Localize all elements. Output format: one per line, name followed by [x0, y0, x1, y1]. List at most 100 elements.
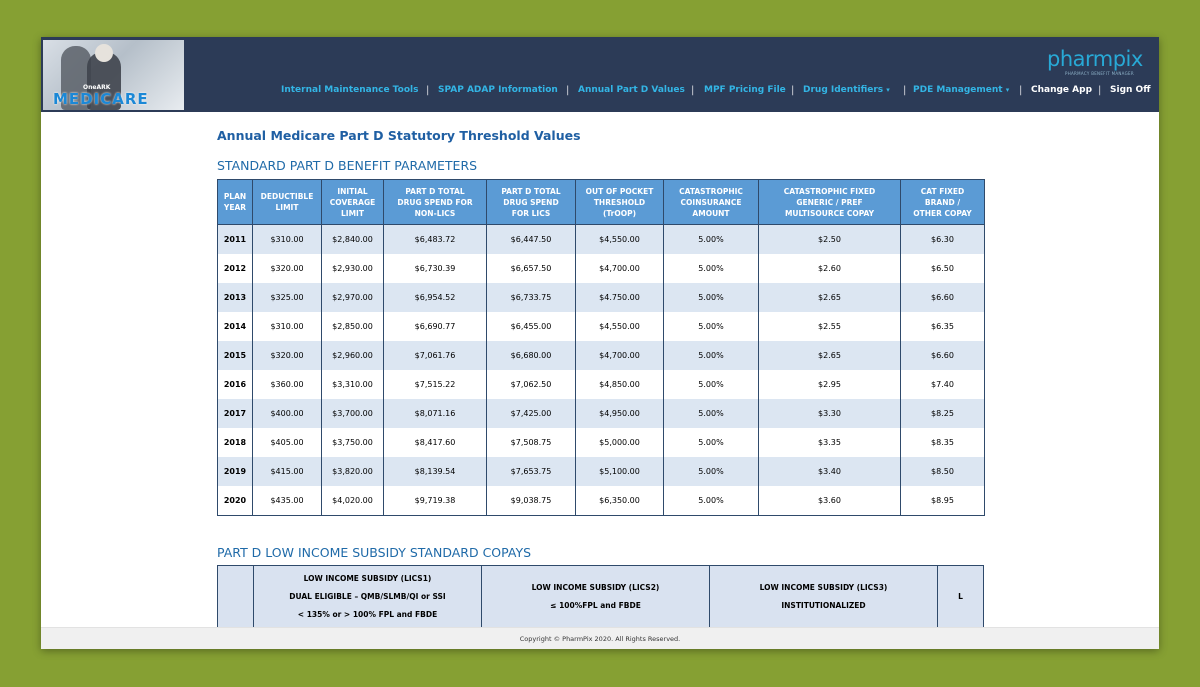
- column-header-line: CATASTROPHIC: [679, 186, 743, 196]
- table-cell: $8,139.54: [383, 457, 487, 486]
- table-cell: $7,508.75: [486, 428, 576, 457]
- table-cell: 5.00%: [663, 312, 759, 341]
- column-header: CATASTROPHIC FIXED GENERIC / PREF MULTISOU…: [758, 179, 901, 225]
- table-cell: $4,020.00: [321, 486, 384, 516]
- table-cell: $6.60: [900, 341, 985, 370]
- table-cell: $5,100.00: [575, 457, 664, 486]
- column-header-line: CAT FIXED: [920, 186, 965, 196]
- table-cell: 5.00%: [663, 370, 759, 399]
- section-title-lics-copays: PART D LOW INCOME SUBSIDY STANDARD COPAY…: [217, 545, 532, 560]
- nav-separator: |: [566, 85, 570, 96]
- column-header-line: PART D TOTAL: [405, 186, 465, 196]
- logo-small-text: OneARK: [83, 84, 111, 91]
- nav-mpf-pricing-file[interactable]: MPF Pricing File: [704, 85, 786, 95]
- chevron-down-icon: ▾: [1005, 86, 1010, 94]
- nav-pde-management-dropdown[interactable]: PDE Management ▾: [913, 85, 1009, 95]
- table-body: 2011 $310.00 $2,840.00 $6,483.72 $6,447.50 $4…: [217, 224, 985, 516]
- column-header: DEDUCTIBLE LIMIT: [252, 179, 322, 225]
- column-header: PART D TOTAL DRUG SPEND FOR LICS: [486, 179, 576, 225]
- column-header-line: MULTISOURCE COPAY: [784, 208, 875, 218]
- table-cell: 5.00%: [663, 457, 759, 486]
- table-cell: $8.95: [900, 486, 985, 516]
- table-cell: $6,483.72: [383, 224, 487, 254]
- table-cell: $6,447.50: [486, 224, 576, 254]
- column-header-line: AMOUNT: [692, 208, 730, 218]
- change-app-link[interactable]: Change App: [1031, 85, 1093, 95]
- table-cell: $6.30: [900, 224, 985, 254]
- table-cell: $6,730.39: [383, 254, 487, 283]
- table-cell: $2,850.00: [321, 312, 384, 341]
- column-header-line: NON-LICS: [414, 208, 456, 218]
- table-cell: $4,850.00: [575, 370, 664, 399]
- nav-internal-maintenance-tools[interactable]: Internal Maintenance Tools: [281, 85, 419, 95]
- table-cell: $7.40: [900, 370, 985, 399]
- column-header-line: THRESHOLD: [593, 197, 646, 207]
- plan-year-cell: 2018: [217, 428, 253, 457]
- column-header-line: BRAND /: [924, 197, 961, 207]
- page-title: Annual Medicare Part D Statutory Thresho…: [217, 128, 581, 143]
- brand-name: pharmpix: [1047, 47, 1143, 71]
- table-row: 2013 $325.00 $2,970.00 $6,954.52 $6,733.75 $4…: [217, 283, 985, 312]
- table-cell: $7,515.22: [383, 370, 487, 399]
- column-header: INITIAL COVERAGE LIMIT: [321, 179, 384, 225]
- table-cell: 5.00%: [663, 224, 759, 254]
- table-cell: $3.35: [758, 428, 901, 457]
- nav-spap-adap-information[interactable]: SPAP ADAP Information: [438, 85, 558, 95]
- medicare-logo[interactable]: OneARK MEDICARE: [43, 40, 184, 110]
- sign-off-link[interactable]: Sign Off: [1110, 85, 1151, 95]
- table-cell: $400.00: [252, 399, 322, 428]
- table-cell: 5.00%: [663, 399, 759, 428]
- table-cell: $6,733.75: [486, 283, 576, 312]
- table-cell: $5,000.00: [575, 428, 664, 457]
- table-cell: $2.60: [758, 254, 901, 283]
- table-cell: 5.00%: [663, 428, 759, 457]
- lics-column-header: LOW INCOME SUBSIDY (LICS1) DUAL ELIGIBLE …: [253, 565, 482, 627]
- column-header: PLAN YEAR: [217, 179, 253, 225]
- table-row: 2017 $400.00 $3,700.00 $8,071.16 $7,425.00 $4…: [217, 399, 985, 428]
- table-cell: $3.30: [758, 399, 901, 428]
- plan-year-cell: 2013: [217, 283, 253, 312]
- logo-figure-head: [95, 44, 113, 62]
- table-cell: $6,690.77: [383, 312, 487, 341]
- table-row: 2020 $435.00 $4,020.00 $9,719.38 $9,038.75 $6…: [217, 486, 985, 516]
- table-cell: $4,550.00: [575, 312, 664, 341]
- table-cell: $415.00: [252, 457, 322, 486]
- top-header: OneARK MEDICARE pharmpix PHARMACY BENEFI…: [41, 37, 1159, 112]
- table-cell: $3.60: [758, 486, 901, 516]
- table-row: 2019 $415.00 $3,820.00 $8,139.54 $7,653.75 $5…: [217, 457, 985, 486]
- table-cell: 5.00%: [663, 341, 759, 370]
- nav-annual-part-d-values[interactable]: Annual Part D Values: [578, 85, 685, 95]
- plan-year-cell: 2020: [217, 486, 253, 516]
- plan-year-cell: 2011: [217, 224, 253, 254]
- table-cell: $2,970.00: [321, 283, 384, 312]
- table-cell: $6.60: [900, 283, 985, 312]
- table-cell: $8,417.60: [383, 428, 487, 457]
- nav-drug-identifiers-dropdown[interactable]: Drug Identifiers ▾: [803, 85, 890, 95]
- column-header-line: FOR LICS: [511, 208, 551, 218]
- plan-year-cell: 2012: [217, 254, 253, 283]
- column-header-line: INITIAL: [337, 186, 368, 196]
- column-header-line: LOW INCOME SUBSIDY (LICS3): [759, 583, 888, 592]
- column-header-line: L: [958, 592, 963, 601]
- footer-copyright: Copyright © PharmPix 2020. All Rights Re…: [41, 627, 1159, 649]
- table-cell: $320.00: [252, 254, 322, 283]
- table-row: 2015 $320.00 $2,960.00 $7,061.76 $6,680.00 $4…: [217, 341, 985, 370]
- main-nav: Internal Maintenance Tools | SPAP ADAP I…: [41, 85, 1159, 99]
- table-cell: $6,657.50: [486, 254, 576, 283]
- table-cell: $3.40: [758, 457, 901, 486]
- column-header-line: DRUG SPEND FOR: [397, 197, 473, 207]
- table-cell: $6,680.00: [486, 341, 576, 370]
- table-cell: 5.00%: [663, 283, 759, 312]
- column-header-line: ≤ 100%FPL and FBDE: [550, 601, 641, 610]
- table-cell: $4,550.00: [575, 224, 664, 254]
- table-cell: $2.50: [758, 224, 901, 254]
- column-header-line: < 135% or > 100% FPL and FBDE: [297, 610, 438, 619]
- table-cell: $6.35: [900, 312, 985, 341]
- table-cell: $6,350.00: [575, 486, 664, 516]
- table-cell: $8.50: [900, 457, 985, 486]
- nav-drug-identifiers-label: Drug Identifiers: [803, 85, 884, 95]
- table-cell: $2,960.00: [321, 341, 384, 370]
- chevron-down-icon: ▾: [886, 86, 890, 94]
- plan-year-cell: 2016: [217, 370, 253, 399]
- table-cell: $7,425.00: [486, 399, 576, 428]
